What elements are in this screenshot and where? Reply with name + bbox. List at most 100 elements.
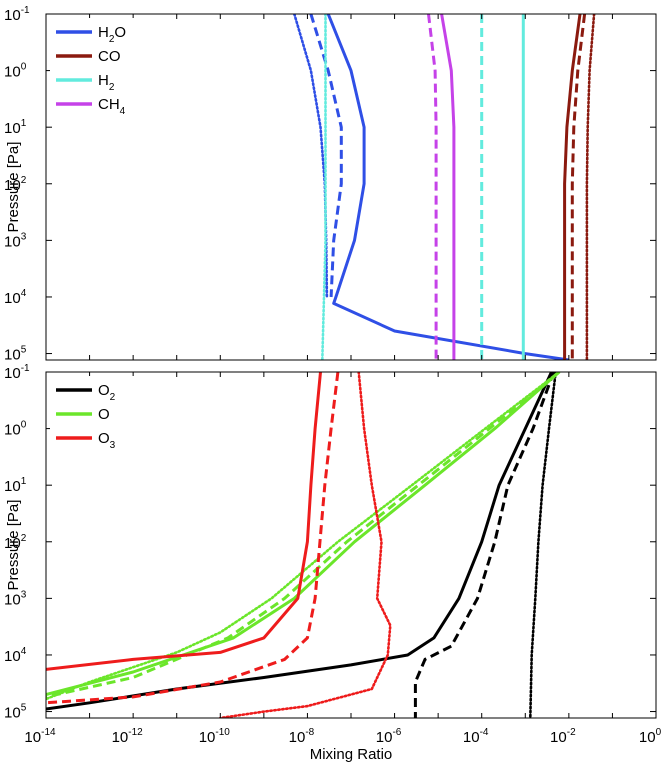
top-series-co-dashed <box>570 14 587 360</box>
tick-base: 10 <box>24 729 41 746</box>
tick-exponent: 0 <box>656 727 662 738</box>
tick-base: 10 <box>4 705 21 722</box>
top-legend-label: H2 <box>98 72 115 93</box>
bottom-series-o2-dotted <box>529 372 557 718</box>
tick-base: 10 <box>4 347 21 364</box>
bottom-x-tick-label: 10-4 <box>463 727 489 746</box>
tick-base: 10 <box>4 177 21 194</box>
tick-exponent: 1 <box>21 476 27 487</box>
top-series-co-solid <box>563 14 582 360</box>
tick-base: 10 <box>4 591 21 608</box>
tick-exponent: 2 <box>21 175 27 186</box>
legend-subscript: 3 <box>110 440 116 451</box>
bottom-y-tick-label: 104 <box>4 646 27 665</box>
x-axis-label: Mixing Ratio <box>310 746 393 763</box>
legend-base: CO <box>98 48 121 65</box>
tick-base: 10 <box>4 648 21 665</box>
bottom-series-o3-dotted <box>219 372 392 718</box>
top-legend-label: CH4 <box>98 96 126 117</box>
top-series-ch4-solid <box>440 14 456 360</box>
legend-subscript: 2 <box>109 82 115 93</box>
bottom-x-tick-label: 10-6 <box>376 727 402 746</box>
bottom-y-tick-label: 103 <box>4 589 27 608</box>
tick-base: 10 <box>376 729 393 746</box>
bottom-x-tick-label: 10-14 <box>24 727 56 746</box>
tick-base: 10 <box>4 478 21 495</box>
tick-exponent: 5 <box>21 703 27 714</box>
tick-exponent: -6 <box>392 727 401 738</box>
tick-base: 10 <box>4 535 21 552</box>
top-series <box>293 14 596 360</box>
bottom-series-o-dashed <box>46 372 561 699</box>
tick-exponent: -14 <box>41 727 56 738</box>
legend-subscript: 4 <box>120 106 126 117</box>
tick-base: 10 <box>289 729 306 746</box>
top-series-h2-dotted <box>321 14 327 360</box>
tick-exponent: -12 <box>128 727 143 738</box>
tick-exponent: 3 <box>21 231 27 242</box>
top-y-tick-label: 103 <box>4 231 27 250</box>
bottom-x-ticks: 10-14 10-12 10-10 10-8 10-6 10-4 10-2 100 <box>24 372 662 746</box>
bottom-legend-label: O <box>98 406 110 423</box>
top-legend-label: H2O <box>98 24 126 45</box>
bottom-series-o2-dashed <box>413 372 556 718</box>
bottom-series-o-solid <box>46 372 561 696</box>
bottom-x-tick-label: 100 <box>639 727 662 746</box>
top-series-ch4-dashed <box>427 14 438 360</box>
top-y-tick-label: 10-1 <box>4 5 30 24</box>
legend-base: CH <box>98 96 120 113</box>
tick-exponent: -2 <box>567 727 576 738</box>
bottom-x-tick-label: 10-12 <box>112 727 144 746</box>
bottom-legend-label: O3 <box>98 430 116 451</box>
tick-base: 10 <box>639 729 656 746</box>
tick-base: 10 <box>4 290 21 307</box>
tick-exponent: 4 <box>21 288 27 299</box>
bottom-series-o-dotted <box>46 372 561 701</box>
bottom-y-tick-label: 105 <box>4 703 27 722</box>
legend-base: H <box>98 72 109 89</box>
tick-exponent: -10 <box>215 727 230 738</box>
top-y-tick-label: 100 <box>4 62 27 81</box>
legend-subscript: 2 <box>109 34 115 45</box>
bottom-y-tick-label: 102 <box>4 533 27 552</box>
bottom-x-tick-label: 10-8 <box>289 727 315 746</box>
legend-rest: O <box>114 24 126 41</box>
top-y-tick-label: 102 <box>4 175 27 194</box>
tick-exponent: -1 <box>21 363 30 374</box>
legend-base: H <box>98 24 109 41</box>
legend-base: O <box>98 382 110 399</box>
top-y-tick-label: 105 <box>4 345 27 364</box>
tick-base: 10 <box>4 365 21 382</box>
top-y-tick-label: 104 <box>4 288 27 307</box>
tick-exponent: 0 <box>21 62 27 73</box>
bottom-y-axis-label: Pressure [Pa] <box>5 500 22 591</box>
tick-exponent: 5 <box>21 345 27 356</box>
tick-base: 10 <box>550 729 567 746</box>
top-series-h2o-solid <box>326 14 570 360</box>
bottom-y-tick-label: 101 <box>4 476 27 495</box>
tick-base: 10 <box>199 729 216 746</box>
tick-exponent: 3 <box>21 589 27 600</box>
tick-exponent: -1 <box>21 5 30 16</box>
top-y-axis-label: Pressure [Pa] <box>5 142 22 233</box>
legend-subscript: 2 <box>110 392 116 403</box>
tick-exponent: 1 <box>21 118 27 129</box>
bottom-x-tick-label: 10-10 <box>199 727 231 746</box>
bottom-series-o3-dashed <box>46 372 340 705</box>
tick-exponent: -4 <box>480 727 489 738</box>
bottom-y-tick-label: 100 <box>4 420 27 439</box>
tick-base: 10 <box>4 64 21 81</box>
tick-base: 10 <box>4 7 21 24</box>
legend-base: O <box>98 430 110 447</box>
top-y-tick-label: 101 <box>4 118 27 137</box>
top-legend-label: CO <box>98 48 121 65</box>
bottom-series-o3-solid <box>46 372 322 671</box>
tick-base: 10 <box>4 233 21 250</box>
tick-base: 10 <box>112 729 129 746</box>
